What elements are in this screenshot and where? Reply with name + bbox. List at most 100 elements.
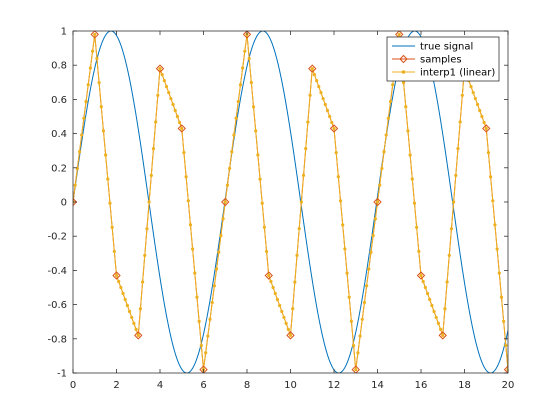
sample-point [221, 197, 230, 207]
interp1-point [504, 343, 508, 348]
interp1-point [282, 315, 286, 320]
interp1-point [319, 90, 323, 95]
interp1-point [375, 200, 380, 204]
interp1-point [73, 183, 77, 187]
interp1-point [454, 173, 458, 177]
legend-marker [399, 54, 408, 64]
interp1-point [365, 284, 369, 288]
interp1-point [284, 321, 288, 326]
interp1-point [380, 166, 384, 171]
interp1-point [167, 90, 171, 95]
interp1-point [191, 247, 195, 251]
interp1-point [423, 285, 427, 290]
y-tick-label: 0.6 [51, 95, 67, 106]
interp1-point [256, 153, 260, 157]
interp1-point [369, 250, 373, 254]
interp1-point [291, 307, 295, 311]
interp1-point [104, 153, 108, 157]
interp1-point [247, 56, 251, 61]
interp1-point [445, 280, 449, 284]
interp1-point [175, 114, 179, 119]
legend-label: samples [420, 55, 462, 66]
interp1-point [434, 315, 438, 320]
interp1-point [117, 279, 121, 284]
interp1-point [225, 183, 230, 187]
interp1-point [86, 83, 90, 87]
interp1-point [106, 177, 110, 181]
interp1-point [428, 297, 432, 302]
interp1-point [373, 217, 377, 221]
interp1-point [406, 129, 410, 133]
interp1-point [173, 108, 177, 113]
interp1-point [88, 66, 92, 70]
y-tick-label: 0 [61, 198, 67, 209]
interp1-point [430, 303, 434, 308]
interp1-point [391, 83, 395, 87]
interp1-point [206, 334, 210, 338]
x-tick-label: 4 [157, 380, 163, 391]
interp1-point [238, 83, 243, 87]
interp1-point [125, 303, 129, 308]
interp1-point [432, 309, 436, 314]
interp1-point [119, 285, 123, 290]
interp1-point [193, 271, 197, 275]
interp1-point [93, 32, 97, 37]
sample-point [242, 31, 252, 39]
interp1-point [438, 327, 443, 331]
interp1-point [443, 307, 447, 311]
interp1-point [412, 201, 417, 205]
interp1-point [147, 200, 151, 204]
interp1-point [419, 273, 423, 278]
interp1-point [80, 133, 84, 137]
interp1-point [164, 84, 169, 89]
interp1-point [99, 105, 103, 109]
interp1-point [251, 105, 256, 109]
interp1-point [421, 279, 425, 284]
interp1-point [506, 367, 508, 372]
interp1-point [495, 247, 499, 251]
interp1-point [241, 66, 245, 70]
x-tick-label: 12 [328, 380, 341, 391]
interp1-point [397, 32, 401, 37]
interp1-point [214, 267, 219, 271]
interp1-point [262, 225, 266, 229]
interp1-point [293, 280, 297, 284]
interp1-point [402, 81, 406, 85]
axes-layer: 0 2 4 6 8 10 12 14 16 18 20 -1 -0.8 -0.6 -0.4 -0.2 0 0.2 0… [47, 27, 514, 392]
interp1-point [221, 217, 225, 221]
interp1-point [469, 84, 473, 89]
interp1-point [456, 147, 460, 151]
interp1-point [321, 96, 325, 101]
interp1-point [278, 303, 282, 308]
x-tick-label: 14 [371, 380, 384, 391]
interp1-point [486, 150, 491, 155]
interp1-point [356, 351, 360, 355]
interp1-point [408, 153, 412, 157]
interp1-point [186, 199, 190, 203]
interp1-point [134, 327, 138, 331]
interp1-point [273, 291, 277, 296]
interp1-point [275, 297, 280, 302]
interp1-point [271, 285, 275, 290]
interp1-point [343, 247, 347, 251]
sample-point [155, 64, 165, 73]
legend-marker [401, 70, 406, 74]
interp1-point [295, 253, 299, 257]
interp1-point [460, 93, 464, 97]
interp1-point [475, 102, 480, 107]
interp1-point [90, 49, 95, 53]
interp1-point [141, 280, 145, 284]
interp1-point [82, 116, 86, 120]
interp1-point [299, 200, 303, 204]
interp1-point [217, 250, 221, 254]
interp1-point [101, 129, 106, 133]
interp1-point [386, 116, 390, 120]
sample-point [503, 365, 508, 373]
interp1-point [306, 120, 310, 124]
interp1-point [341, 223, 345, 227]
interp1-point [269, 279, 273, 284]
interp1-point [234, 116, 238, 120]
interp1-point [449, 227, 454, 231]
interp1-point [243, 49, 247, 53]
interp1-point [308, 93, 312, 97]
